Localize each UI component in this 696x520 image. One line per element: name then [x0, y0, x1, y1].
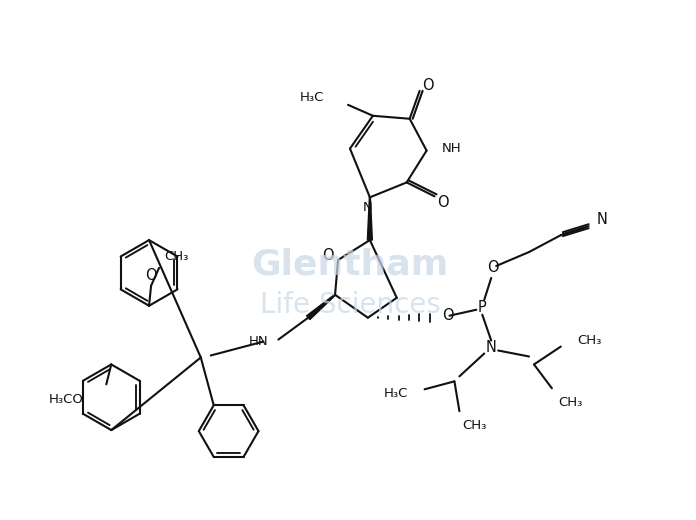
Text: H₃CO: H₃CO: [49, 393, 84, 406]
Text: CH₃: CH₃: [577, 334, 601, 347]
Text: Glentham: Glentham: [251, 248, 449, 282]
Text: O: O: [322, 248, 334, 263]
Text: CH₃: CH₃: [558, 396, 583, 409]
Text: CH₃: CH₃: [164, 250, 189, 263]
Text: N: N: [486, 340, 497, 355]
Text: N: N: [596, 212, 608, 227]
Polygon shape: [367, 197, 372, 240]
Polygon shape: [307, 294, 335, 320]
Text: O: O: [443, 308, 454, 323]
Text: CH₃: CH₃: [462, 419, 487, 432]
Text: O: O: [436, 195, 448, 210]
Text: O: O: [145, 268, 157, 283]
Text: NH: NH: [441, 142, 461, 155]
Text: P: P: [478, 300, 487, 315]
Text: N: N: [363, 201, 373, 214]
Text: H₃C: H₃C: [383, 387, 408, 400]
Text: HN: HN: [248, 335, 269, 348]
Text: Life Sciences: Life Sciences: [260, 291, 441, 319]
Text: O: O: [487, 261, 499, 276]
Text: H₃C: H₃C: [300, 92, 324, 105]
Text: O: O: [422, 79, 434, 94]
